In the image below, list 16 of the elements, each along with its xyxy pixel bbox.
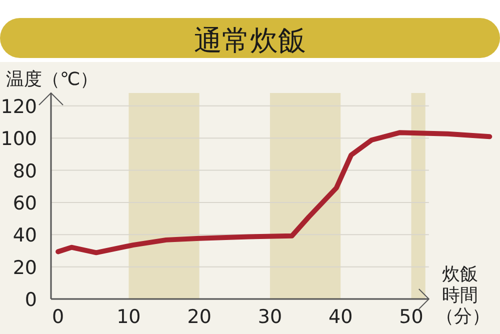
x-tick-label: 20 bbox=[187, 306, 212, 328]
x-axis-title: 炊飯時間（分） bbox=[436, 264, 490, 327]
x-tick-label: 10 bbox=[116, 306, 141, 328]
y-axis-title: 温度（℃） bbox=[6, 69, 98, 90]
y-tick-label: 120 bbox=[0, 96, 37, 118]
y-tick-label: 80 bbox=[12, 160, 37, 182]
y-tick-label: 0 bbox=[24, 289, 37, 311]
y-tick-label: 60 bbox=[12, 192, 37, 214]
y-tick-label: 20 bbox=[12, 256, 37, 279]
x-tick-label: 40 bbox=[328, 306, 353, 328]
x-tick-label: 50 bbox=[399, 306, 424, 328]
y-tick-label: 40 bbox=[12, 224, 37, 247]
x-tick-label: 30 bbox=[258, 306, 282, 328]
chart-title: 通常炊飯 bbox=[194, 24, 306, 57]
y-tick-label: 100 bbox=[0, 128, 37, 150]
x-tick-label: 0 bbox=[52, 306, 64, 328]
